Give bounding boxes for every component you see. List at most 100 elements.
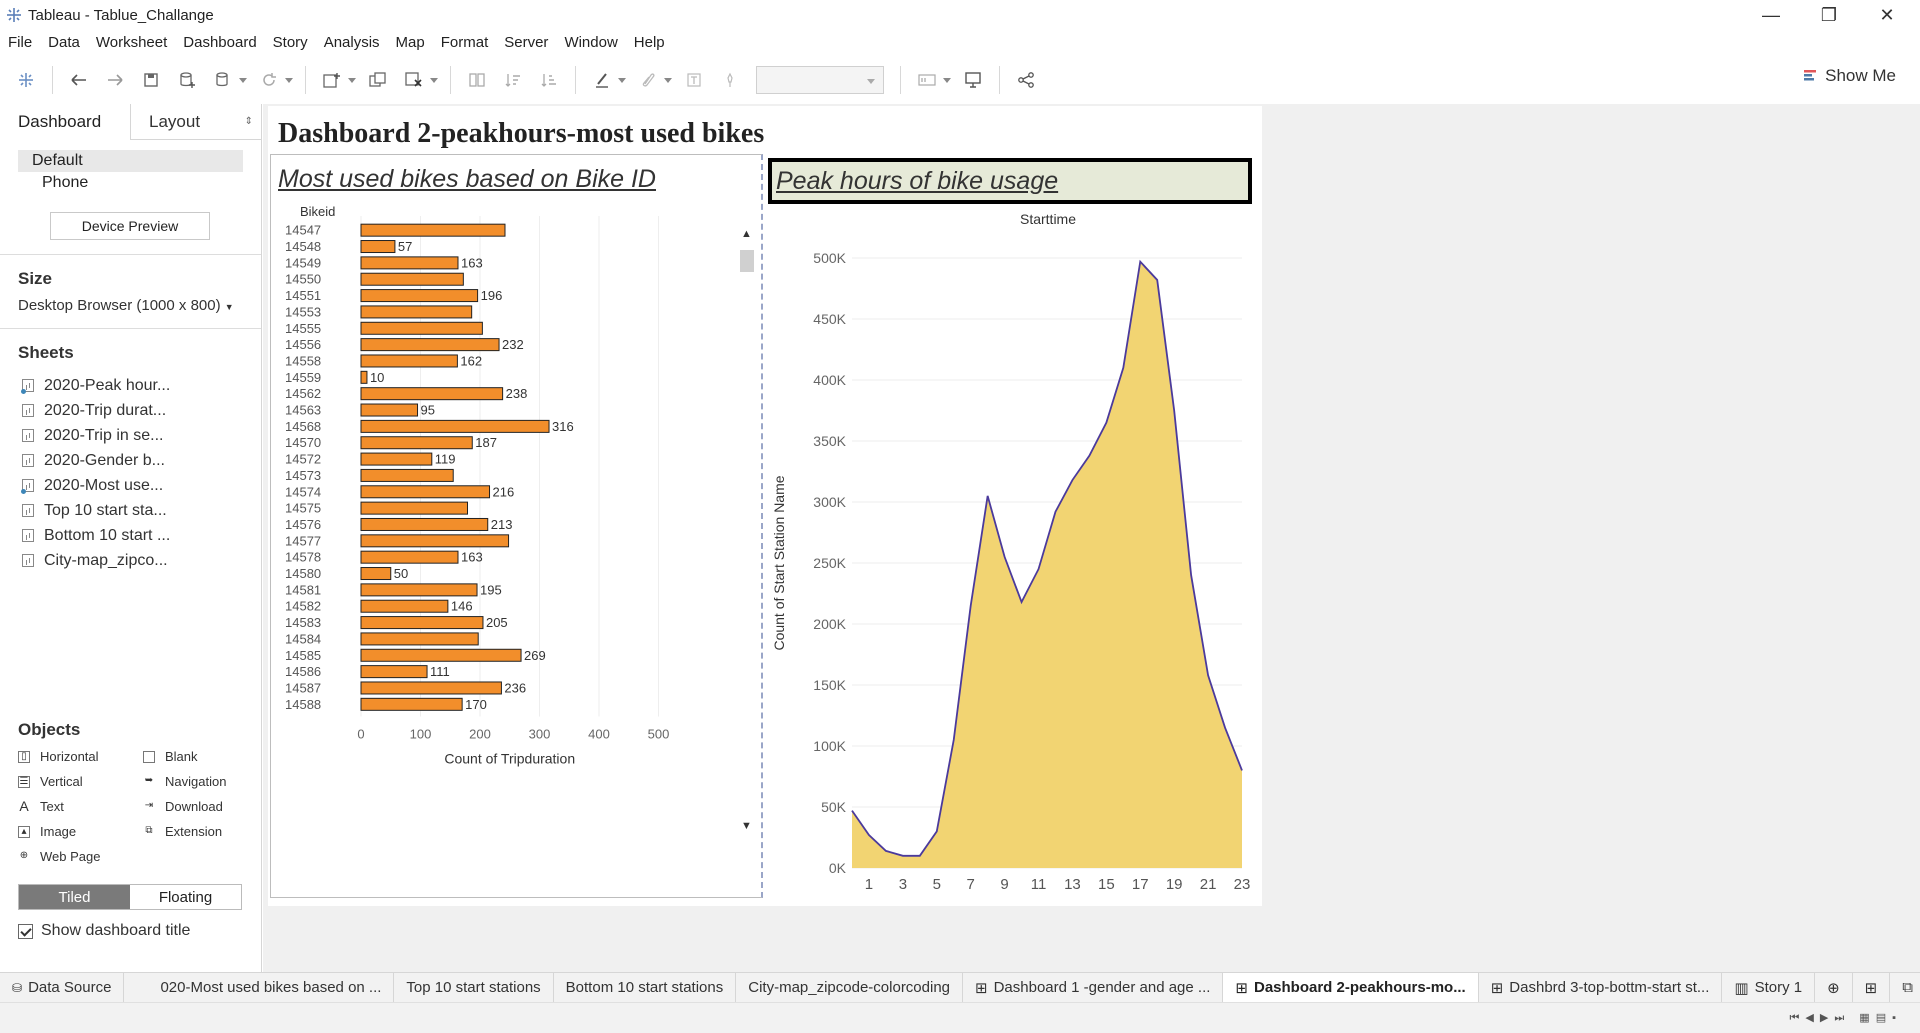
- object-text[interactable]: A Text: [18, 798, 143, 815]
- fit-dropdown[interactable]: [756, 66, 884, 94]
- tab-dashboard-3[interactable]: ⊞ Dashbrd 3-top-bottm-start st...: [1479, 972, 1723, 1003]
- tab-top-10-start[interactable]: Top 10 start stations: [394, 972, 554, 1003]
- save-icon[interactable]: [137, 66, 165, 94]
- menu-worksheet[interactable]: Worksheet: [95, 33, 168, 51]
- most-used-bikes-sheet[interactable]: [270, 154, 763, 898]
- show-me-button[interactable]: Show Me: [1803, 66, 1896, 86]
- new-data-source-icon[interactable]: [173, 66, 201, 94]
- group-members-icon[interactable]: [634, 66, 662, 94]
- new-story-tab-icon[interactable]: ⧉: [1890, 973, 1920, 1003]
- caret-down-icon[interactable]: [430, 77, 438, 83]
- menu-map[interactable]: Map: [395, 33, 425, 51]
- menu-window[interactable]: Window: [564, 33, 618, 51]
- sheet-item[interactable]: 2020-Trip durat...: [0, 398, 261, 423]
- redo-icon[interactable]: [101, 66, 129, 94]
- caret-down-icon[interactable]: [664, 77, 672, 83]
- bar: [360, 485, 491, 499]
- caret-down-icon[interactable]: [943, 77, 951, 83]
- tab-bottom-10-start[interactable]: Bottom 10 start stations: [554, 972, 737, 1003]
- tiled-button[interactable]: Tiled: [19, 885, 130, 909]
- scroll-up-icon[interactable]: ▲: [741, 228, 752, 240]
- caret-down-icon[interactable]: [348, 77, 356, 83]
- scroll-down-icon[interactable]: ▼: [741, 820, 752, 832]
- refresh-icon[interactable]: [255, 66, 283, 94]
- object-navigation[interactable]: ➥ Navigation: [143, 773, 248, 790]
- menu-file[interactable]: File: [8, 33, 33, 51]
- object-extension[interactable]: ⧉ Extension: [143, 823, 248, 840]
- share-icon[interactable]: [1012, 66, 1040, 94]
- new-dashboard-tab-icon[interactable]: ⊞: [1853, 972, 1891, 1003]
- menu-analysis[interactable]: Analysis: [323, 33, 380, 51]
- object-image[interactable]: ▴ Image: [18, 823, 143, 840]
- object-vertical[interactable]: ☰ Vertical: [18, 773, 143, 790]
- sheet-item[interactable]: 2020-Most use...: [0, 473, 261, 498]
- x-tick-label: 400: [588, 727, 610, 742]
- tab-layout[interactable]: Layout: [130, 104, 261, 140]
- sheet-navigation-icons[interactable]: ⏮◀▶⏭ ▦▤▪: [1789, 1012, 1902, 1024]
- tab-city-map[interactable]: City-map_zipcode-colorcoding: [736, 972, 964, 1003]
- sheet-label: 2020-Peak hour...: [44, 376, 171, 394]
- bike-id-label: 14563: [285, 403, 321, 418]
- caret-down-icon[interactable]: [285, 77, 293, 83]
- clear-sheet-icon[interactable]: [400, 66, 428, 94]
- bike-id-label: 14558: [285, 353, 321, 368]
- sheet-item[interactable]: 2020-Trip in se...: [0, 423, 261, 448]
- sheet-item[interactable]: 2020-Gender b...: [0, 448, 261, 473]
- tab-data-source[interactable]: ⛁ Data Source: [0, 972, 125, 1003]
- device-phone[interactable]: Phone: [42, 174, 89, 191]
- menu-story[interactable]: Story: [272, 33, 308, 51]
- area-chart-title: Starttime: [1020, 211, 1076, 227]
- presentation-mode-icon[interactable]: [959, 66, 987, 94]
- area-chart[interactable]: Starttime 0K 50K 100K 150K 200K 250K 300K 350K 40…: [768, 206, 1258, 902]
- device-preview-button[interactable]: Device Preview: [50, 212, 210, 240]
- new-worksheet-tab-icon[interactable]: ⊕: [1815, 972, 1853, 1003]
- minimize-button[interactable]: —: [1762, 4, 1780, 25]
- size-value: Desktop Browser (1000 x 800): [18, 297, 221, 314]
- caret-down-icon[interactable]: [618, 77, 626, 83]
- x-tick-label: 3: [899, 876, 907, 893]
- sheet-item[interactable]: Top 10 start sta...: [0, 498, 261, 523]
- sheet-item[interactable]: City-map_zipco...: [0, 548, 261, 573]
- duplicate-sheet-icon[interactable]: [364, 66, 392, 94]
- object-horizontal[interactable]: ▯ Horizontal: [18, 748, 143, 765]
- sheet-item[interactable]: 2020-Peak hour...: [0, 373, 261, 398]
- bar: [360, 321, 483, 335]
- menu-format[interactable]: Format: [440, 33, 489, 51]
- sheet-item[interactable]: Bottom 10 start ...: [0, 523, 261, 548]
- tab-dashboard-1[interactable]: ⊞ Dashboard 1 -gender and age ...: [963, 972, 1224, 1003]
- highlight-icon[interactable]: [588, 66, 616, 94]
- swap-rows-columns-icon[interactable]: [463, 66, 491, 94]
- show-dashboard-title-checkbox[interactable]: Show dashboard title: [18, 922, 190, 940]
- object-blank[interactable]: Blank: [143, 748, 248, 765]
- object-web-page[interactable]: ⊕ Web Page: [18, 848, 143, 865]
- floating-button[interactable]: Floating: [158, 888, 213, 906]
- caret-down-icon[interactable]: [239, 77, 247, 83]
- bike-id-label: 14570: [285, 435, 321, 450]
- pause-updates-icon[interactable]: [209, 66, 237, 94]
- menu-data[interactable]: Data: [48, 33, 80, 51]
- tab-story-1[interactable]: ▥ Story 1: [1722, 972, 1816, 1003]
- vertical-scrollbar[interactable]: ▲ ▼: [738, 228, 756, 832]
- tab-dashboard[interactable]: Dashboard: [0, 104, 130, 140]
- undo-icon[interactable]: [65, 66, 93, 94]
- new-worksheet-icon[interactable]: [318, 66, 346, 94]
- sort-ascending-icon[interactable]: [499, 66, 527, 94]
- show-mark-labels-icon[interactable]: [680, 66, 708, 94]
- blank-icon: [143, 750, 155, 763]
- tableau-home-icon[interactable]: [12, 66, 40, 94]
- sort-descending-icon[interactable]: [535, 66, 563, 94]
- menu-help[interactable]: Help: [633, 33, 665, 51]
- scrollbar-thumb[interactable]: [740, 250, 754, 272]
- menu-server[interactable]: Server: [504, 33, 549, 51]
- device-default[interactable]: Default: [18, 150, 243, 172]
- show-cards-icon[interactable]: [913, 66, 941, 94]
- fix-axes-icon[interactable]: [716, 66, 744, 94]
- tab-most-used-bikes[interactable]: 020-Most used bikes based on ...: [148, 972, 395, 1003]
- menu-dashboard[interactable]: Dashboard: [183, 33, 257, 51]
- restore-button[interactable]: ❐: [1820, 4, 1838, 25]
- tab-dashboard-2[interactable]: ⊞ Dashboard 2-peakhours-mo...: [1223, 972, 1479, 1003]
- size-dropdown[interactable]: Desktop Browser (1000 x 800) ▼: [0, 297, 261, 314]
- close-button[interactable]: ✕: [1879, 4, 1895, 25]
- object-download[interactable]: ⇥ Download: [143, 798, 248, 815]
